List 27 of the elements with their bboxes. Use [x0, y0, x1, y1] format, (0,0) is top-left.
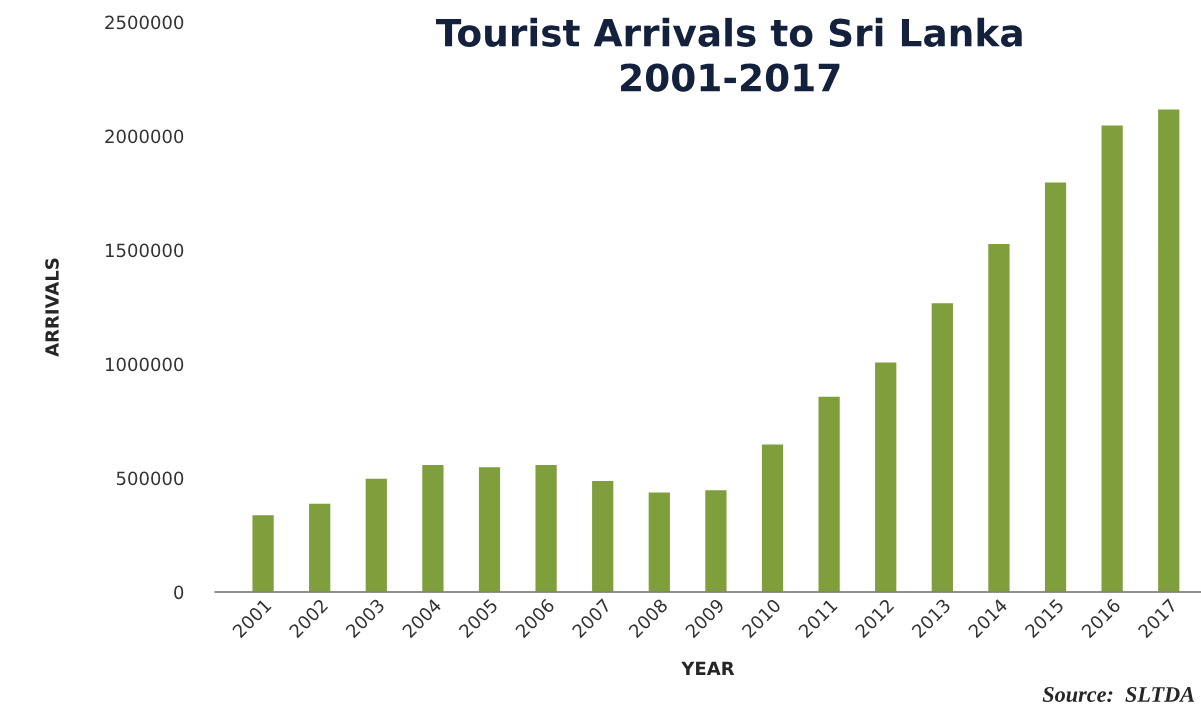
chart-title: Tourist Arrivals to Sri Lanka 2001-2017: [435, 17, 1022, 92]
bar: [703, 488, 728, 593]
y-tick-label: 0: [174, 585, 184, 600]
y-tick-label: 1000000: [105, 357, 184, 372]
bar: [760, 443, 785, 593]
bar: [364, 477, 389, 593]
bar: [534, 463, 559, 593]
bar: [590, 479, 615, 593]
bar: [1156, 108, 1181, 593]
source-note: Source: SLTDA: [1042, 686, 1195, 702]
bar: [420, 463, 445, 593]
y-tick-label: 1500000: [105, 243, 184, 258]
bar: [930, 301, 955, 593]
bar: [477, 465, 502, 593]
bar: [1043, 181, 1068, 593]
y-tick-label: 2500000: [105, 15, 184, 30]
bar: [251, 513, 276, 593]
bar: [647, 491, 672, 593]
y-tick-label: 2000000: [105, 129, 184, 144]
y-tick-label: 500000: [116, 471, 184, 486]
bar: [986, 242, 1011, 593]
bar: [307, 502, 332, 593]
y-axis-title: ARRIVALS: [45, 258, 59, 357]
bar: [1100, 124, 1125, 593]
bar: [817, 395, 842, 593]
bar: [873, 361, 898, 593]
x-axis-title: YEAR: [681, 661, 735, 675]
